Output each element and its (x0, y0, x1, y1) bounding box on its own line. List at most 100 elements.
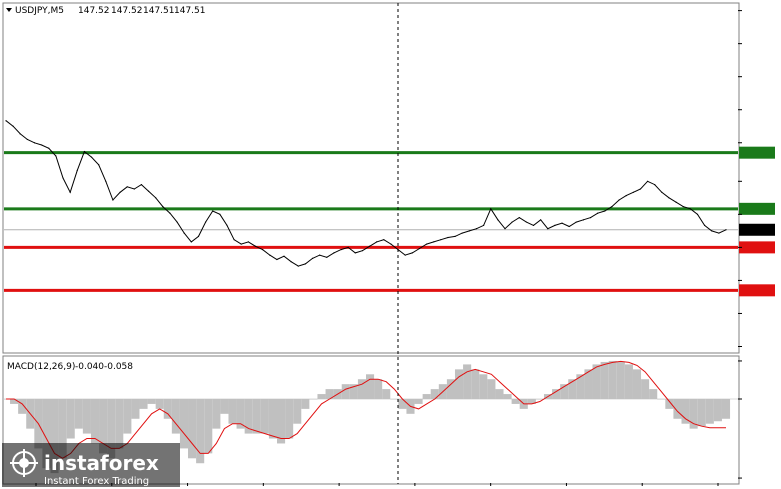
macd-histogram-bar (50, 399, 59, 474)
price-point (162, 206, 164, 208)
price-point (119, 191, 121, 193)
macd-histogram-bar (115, 399, 124, 449)
price-point (411, 252, 413, 254)
price-point (226, 224, 228, 226)
price-point (254, 245, 257, 247)
price-point (447, 236, 449, 239)
macd-histogram-bar (155, 399, 164, 409)
dropdown-triangle-icon[interactable] (6, 8, 12, 12)
ohlc-low: 147.51 (143, 6, 175, 16)
macd-histogram-bar (681, 399, 690, 424)
price-point (240, 243, 242, 245)
price-point (646, 180, 649, 182)
macd-histogram-bar (357, 379, 366, 399)
price-point (425, 243, 428, 245)
macd-histogram-bar (721, 399, 731, 419)
macd-histogram-bar (390, 399, 399, 400)
ohlc-high: 147.52 (111, 6, 143, 16)
macd-histogram-bar (374, 379, 383, 399)
price-point (418, 247, 421, 250)
price-point (83, 150, 86, 153)
macd-histogram-bar (147, 399, 156, 404)
price-point (290, 261, 292, 263)
price-point (26, 138, 28, 141)
price-point (233, 239, 235, 241)
macd-histogram-bar (479, 374, 488, 399)
price-point (376, 241, 378, 243)
instaforex-logo-icon (10, 449, 38, 477)
price-point (197, 235, 200, 237)
macd-histogram-bar (309, 399, 318, 400)
level-badge (739, 202, 775, 215)
macd-histogram-bar (527, 399, 536, 404)
macd-histogram-bar (236, 399, 245, 429)
price-point (604, 210, 606, 212)
macd-value-signal: -0.058 (104, 362, 133, 372)
macd-histogram-bar (649, 389, 658, 399)
price-point (540, 219, 542, 221)
price-point (205, 221, 207, 223)
macd-histogram-bar (705, 399, 714, 424)
price-point (390, 243, 392, 245)
price-point (675, 201, 677, 203)
price-point (689, 208, 691, 210)
macd-histogram-bar (18, 399, 27, 414)
price-point (575, 221, 577, 223)
macd-histogram-bar (244, 399, 253, 434)
price-point (147, 190, 150, 192)
price-point (169, 212, 171, 214)
macd-histogram-bar (188, 399, 197, 459)
macd-histogram-bar (560, 384, 569, 399)
price-point (41, 144, 43, 146)
price-point (561, 222, 563, 224)
macd-histogram-bar (139, 399, 148, 409)
price-point (48, 147, 50, 149)
price-point (326, 256, 328, 258)
macd-histogram-bar (285, 399, 294, 439)
ohlc-close: 147.51 (174, 6, 206, 16)
macd-header: MACD(12,26,9) -0.040 -0.058 (7, 362, 133, 372)
macd-histogram-bar (179, 399, 189, 449)
price-point (433, 241, 435, 243)
macd-histogram-bar (228, 399, 237, 424)
macd-histogram-bar (657, 399, 666, 400)
price-point (554, 224, 556, 226)
macd-histogram-bar (463, 364, 472, 399)
price-point (504, 228, 506, 230)
price-point (454, 235, 456, 237)
symbol-label: USDJPY,M5 (15, 6, 64, 16)
macd-histogram-bar (341, 384, 350, 399)
macd-histogram-bar (66, 399, 75, 439)
macd-histogram-bar (252, 399, 261, 434)
price-point (597, 212, 599, 214)
macd-histogram-bar (268, 399, 278, 439)
price-point (404, 254, 406, 256)
macd-histogram-bar (293, 399, 302, 424)
macd-histogram-bar (196, 399, 205, 464)
price-point (297, 265, 299, 267)
price-point (283, 255, 285, 257)
macd-histogram-bar (673, 399, 682, 419)
price-point (304, 263, 307, 265)
price-point (347, 246, 349, 248)
price-point (518, 217, 520, 219)
price-point (440, 239, 442, 241)
macd-histogram-bar (123, 399, 132, 434)
price-point (219, 213, 221, 215)
chart-header: USDJPY,M5 147.52 147.52 147.51 147.51 (6, 6, 206, 16)
price-point (639, 188, 642, 190)
price-point (354, 252, 356, 254)
price-point (490, 208, 492, 210)
macd-histogram-bar (301, 399, 310, 409)
price-point (696, 213, 699, 215)
macd-histogram-bar (454, 369, 464, 399)
macd-histogram-bar (99, 399, 108, 454)
price-point (262, 248, 264, 251)
price-point (140, 184, 143, 186)
macd-histogram-bar (163, 399, 172, 419)
price-point (532, 224, 535, 226)
price-point (383, 239, 385, 241)
macd-histogram-bar (325, 389, 334, 399)
price-point (682, 206, 684, 208)
